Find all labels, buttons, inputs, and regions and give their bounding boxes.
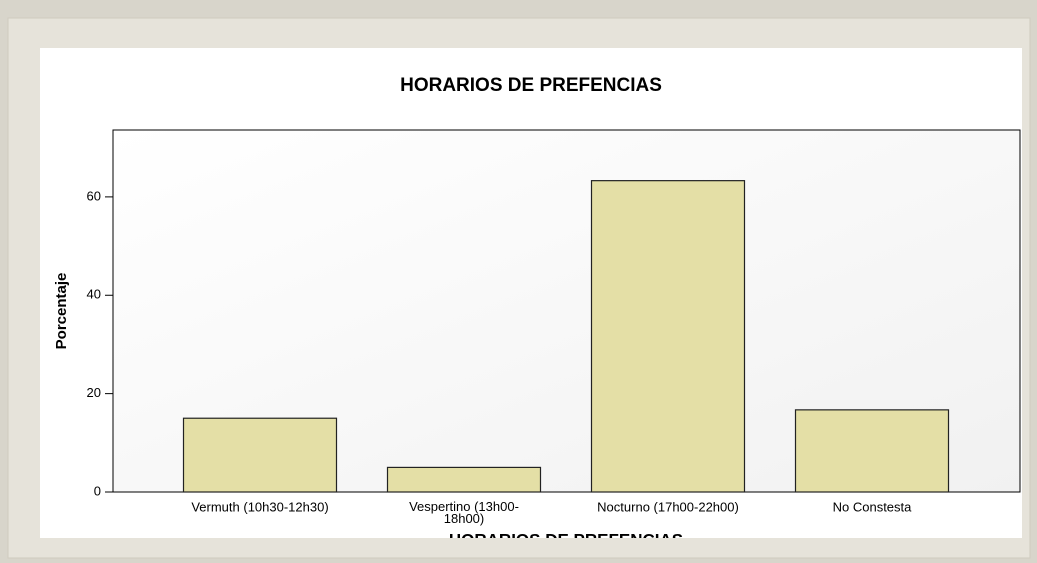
y-axis-label: Porcentaje	[53, 273, 70, 350]
y-tick-label: 40	[87, 287, 101, 302]
x-tick-label: Vespertino (13h00-18h00)	[409, 499, 519, 526]
bar	[794, 409, 950, 493]
y-tick-label: 0	[94, 483, 101, 498]
bar	[182, 417, 338, 493]
y-tick-label: 60	[87, 188, 101, 203]
chart-title: HORARIOS DE PREFENCIAS	[400, 75, 662, 96]
bar	[386, 466, 542, 493]
x-tick-label: No Constesta	[833, 499, 913, 514]
x-axis-label: HORARIOS DE PREFENCIAS	[449, 530, 683, 549]
x-tick-label: Nocturno (17h00-22h00)	[597, 499, 739, 514]
bar	[590, 180, 746, 493]
y-tick-label: 20	[87, 385, 101, 400]
x-tick-label: Vermuth (10h30-12h30)	[191, 499, 328, 514]
